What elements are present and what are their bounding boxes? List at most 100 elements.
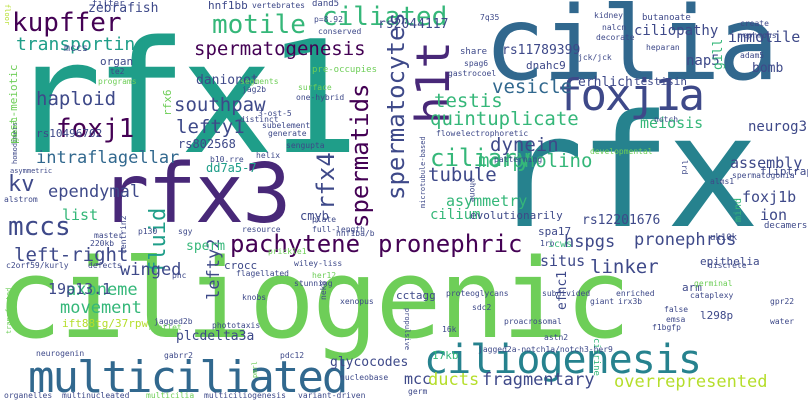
word-jck-jck: jck/jck: [578, 53, 612, 62]
word-assembly: assembly: [730, 154, 803, 172]
word-jagged2b: jagged2b: [154, 317, 193, 326]
word-bomb: bomb: [752, 61, 784, 76]
word-16k: 16k: [442, 325, 457, 334]
word-nucleobase: nucleobase: [340, 373, 389, 382]
word-epithelia: epithelia: [700, 255, 760, 268]
word-notch: notch: [654, 115, 679, 124]
word-propulsive: propulsive: [403, 308, 411, 351]
word-water: water: [770, 317, 795, 326]
word-movement: movement: [60, 298, 142, 318]
word-erhlich: erhlich: [578, 75, 633, 90]
word-germ: germ: [408, 387, 428, 396]
word-3-ost-5: 3-ost-5: [258, 109, 292, 118]
word-fragmentary: fragmentary: [482, 370, 595, 390]
word-lrd: lrd: [680, 160, 689, 175]
word-enriched: enriched: [616, 289, 655, 298]
word-helix: helix: [256, 151, 281, 160]
word-kidney: kidney: [594, 11, 623, 20]
word-cilium: cilium: [430, 207, 481, 223]
word-irx3b: irx3b: [618, 297, 643, 306]
word-rs11789399: rs11789399: [502, 43, 581, 58]
word-quintuplicate: quintuplicate: [430, 108, 579, 130]
word-jagged2a-notch1a-notch3-her9: jagged2a-notch1a/notch3-her9: [478, 345, 613, 354]
word-multicilia: multicilia: [146, 391, 195, 400]
word-rs802568: rs802568: [178, 137, 236, 151]
word-decorate: decorate: [596, 33, 635, 42]
word-false: false: [664, 305, 689, 314]
word-glycocodes: glycocodes: [330, 355, 409, 370]
word-uk10k: uk10k: [710, 233, 738, 243]
word-vertebrates: vertebrates: [252, 1, 305, 10]
word-sengupta: sengupta: [286, 141, 325, 150]
word-flow: flow: [436, 129, 456, 138]
word-danionet: danionet: [196, 73, 259, 88]
word-plate: plate: [312, 215, 337, 224]
word-germinal: germinal: [694, 279, 733, 288]
word-subdivided: subdivided: [542, 289, 591, 298]
word-resource: resource: [242, 225, 281, 234]
word-testisin: testisin: [634, 75, 687, 88]
word-one-hybrid: one-hybrid: [296, 93, 345, 102]
word-neurogenin: neurogenin: [36, 349, 85, 358]
word-rfx3: rfx3: [100, 147, 291, 242]
word-cmyb: cmyb: [300, 209, 329, 223]
word-electrophoretic: electrophoretic: [456, 129, 529, 138]
word-neurog3: neurog3: [748, 119, 808, 135]
word-gpr22: gpr22: [770, 297, 795, 306]
word-crocc: crocc: [224, 259, 258, 272]
word-heparan: heparan: [646, 43, 680, 52]
word-tubule: tubule: [428, 164, 497, 186]
word-p130: p130: [138, 227, 158, 236]
word-vesicle: vesicle: [492, 76, 573, 98]
word-l298p: l298p: [700, 309, 734, 322]
word-southpaw: southpaw: [174, 94, 266, 116]
word-rfx: rfx: [490, 81, 760, 263]
word-cilia: cilia: [484, 0, 779, 104]
word-intraflagellar: intraflagellar: [36, 148, 180, 168]
word-multiciliogenesis: multiciliogenesis: [204, 391, 286, 400]
word-centrin2: centrin2: [119, 215, 128, 254]
word-pachytene: pachytene: [230, 230, 361, 258]
word-ducts: ducts: [428, 370, 480, 390]
word-prickle1: prickle1: [268, 247, 307, 256]
word-ciliopathy: ciliopathy: [634, 23, 719, 39]
word-floor: floor: [3, 4, 11, 26]
word-foxj1a: foxj1a: [556, 70, 705, 121]
word-sperm: sperm: [186, 239, 226, 254]
word-variant-driven: variant-driven: [298, 391, 366, 400]
word-f1bgfp: f1bgfp: [652, 323, 681, 332]
word-sgy: sgy: [178, 227, 193, 236]
word-17kb: 17kb: [432, 349, 459, 362]
word-discrete: discrete: [708, 261, 747, 270]
word-nap5: nap5: [686, 53, 720, 69]
word-master: master: [94, 231, 123, 240]
word-spag6: spag6: [464, 59, 489, 68]
word-p-8.92: p=8.92: [314, 15, 343, 24]
word-distinct: distinct: [240, 115, 279, 124]
word-foxj1b: foxj1b: [742, 188, 797, 206]
word-hspgs: hspgs: [564, 232, 616, 252]
word-icws: icws: [548, 239, 573, 250]
word-proacrosomal: proacrosomal: [504, 317, 562, 326]
word-hnf1ba-b: hnf1ba/b: [336, 229, 375, 238]
word-nephrons: nephrons: [738, 31, 777, 40]
word-pre-occupies: pre-occupies: [312, 65, 378, 75]
word-patterning: patterning: [494, 155, 543, 164]
word-xenopus: xenopus: [340, 297, 374, 306]
word-cataplexy: cataplexy: [690, 291, 734, 300]
word-astn2: astn2: [544, 333, 569, 342]
word-immotile: immotile: [728, 28, 801, 46]
word-foxj1: foxj1: [56, 114, 135, 144]
word-7q35: 7q35: [480, 13, 500, 22]
word-rs12201676: rs12201676: [582, 213, 661, 228]
word-gabrr1: gabrr1: [11, 116, 19, 142]
word-multinucleated: multinucleated: [62, 391, 130, 400]
word-rootlet: rootlet: [148, 323, 182, 332]
word-developmental: developmental: [590, 147, 653, 156]
word-asymmetric: asymmetric: [10, 167, 53, 175]
word-emsa: emsa: [666, 315, 686, 324]
word-dd7a5-7: dd7a5-7: [206, 161, 257, 175]
word-gastrocoel: gastrocoel: [448, 69, 497, 78]
word-citrine: citrine: [591, 338, 601, 376]
